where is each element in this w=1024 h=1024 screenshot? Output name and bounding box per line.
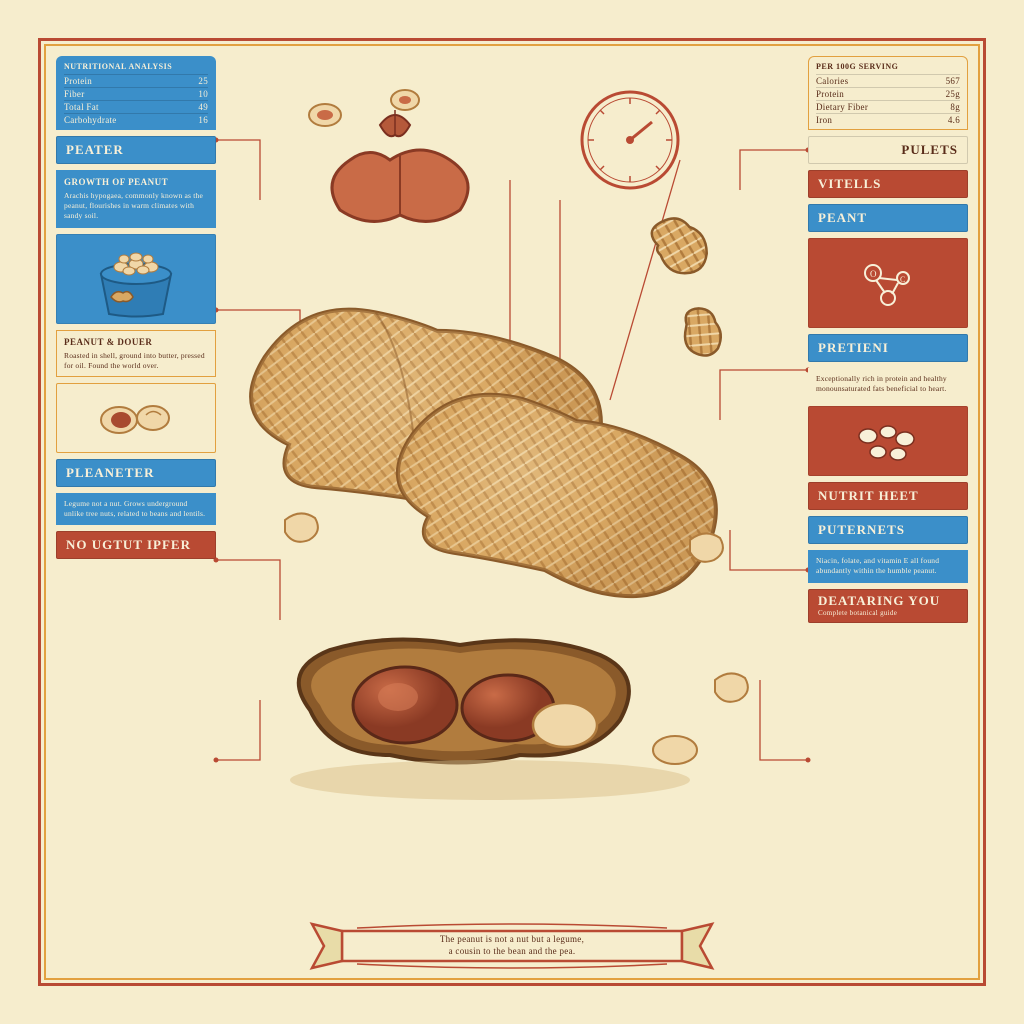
nutrition-row: Fiber10 — [64, 87, 208, 100]
small-shell-1 — [649, 212, 712, 280]
nutrition-header: PER 100G SERVING — [816, 62, 960, 71]
open-shell — [299, 640, 629, 763]
left-sidebar: NUTRITIONAL ANALYSIS Protein25Fiber10Tot… — [56, 56, 216, 559]
leaf-pod — [332, 110, 468, 221]
desc-peanut-douer: PEANUT & DOUER Roasted in shell, ground … — [56, 330, 216, 377]
label-peater: PEATER — [56, 136, 216, 164]
small-nuts-illustration-box — [808, 406, 968, 476]
banner-text: The peanut is not a nut but a legume, a … — [390, 934, 634, 957]
nutrition-row: Dietary Fiber8g — [816, 100, 960, 113]
svg-text:O: O — [870, 269, 877, 279]
molecule-icon: O C — [843, 248, 933, 318]
right-sidebar: PER 100G SERVING Calories567Protein25gDi… — [808, 56, 968, 623]
desc-protein: Exceptionally rich in protein and health… — [808, 368, 968, 400]
label-nutrit-heet: NUTRIT HEET — [808, 482, 968, 510]
nutrition-row: Protein25g — [816, 87, 960, 100]
label-puternets: PUTERNETS — [808, 516, 968, 544]
peanut-main-svg — [230, 60, 790, 880]
label-pulets: PULETS — [808, 136, 968, 164]
infographic-canvas: NUTRITIONAL ANALYSIS Protein25Fiber10Tot… — [0, 0, 1024, 1024]
label-vitells: VITELLS — [808, 170, 968, 198]
kernel-illustration-box — [56, 383, 216, 453]
small-shell-2 — [680, 306, 726, 358]
molecule-illustration-box: O C — [808, 238, 968, 328]
nutrition-row: Total Fat49 — [64, 100, 208, 113]
label-footer-left: NO UGTUT IPFER — [56, 531, 216, 559]
peanut-bucket-icon — [81, 239, 191, 319]
label-peant: PEANT — [808, 204, 968, 232]
small-peanut-2 — [391, 90, 419, 110]
small-nuts-icon — [843, 414, 933, 469]
label-pretieni: PRETIENI — [808, 334, 968, 362]
bucket-illustration-box — [56, 234, 216, 324]
gauge-icon — [582, 92, 678, 188]
bottom-banner: The peanut is not a nut but a legume, a … — [302, 916, 722, 976]
nutrition-table-left: NUTRITIONAL ANALYSIS Protein25Fiber10Tot… — [56, 56, 216, 130]
nutrition-table-right: PER 100G SERVING Calories567Protein25gDi… — [808, 56, 968, 130]
label-footer-right: DEATARING YOU Complete botanical guide — [808, 589, 968, 623]
nutrition-row: Calories567 — [816, 74, 960, 87]
kernel-pair-icon — [91, 390, 181, 445]
svg-text:C: C — [900, 275, 905, 284]
desc-vitamins: Niacin, folate, and vitamin E all found … — [808, 550, 968, 582]
small-peanut-1 — [309, 104, 341, 126]
nutrition-row: Carbohydrate16 — [64, 113, 208, 126]
desc-legume: Legume not a nut. Grows underground unli… — [56, 493, 216, 525]
nutrition-header: NUTRITIONAL ANALYSIS — [64, 62, 208, 71]
desc-growth: GROWTH OF PEANUT Arachis hypogaea, commo… — [56, 170, 216, 228]
label-pleaneter: PLEANETER — [56, 459, 216, 487]
center-illustration — [230, 60, 790, 880]
nutrition-row: Iron4.6 — [816, 113, 960, 126]
nutrition-row: Protein25 — [64, 74, 208, 87]
